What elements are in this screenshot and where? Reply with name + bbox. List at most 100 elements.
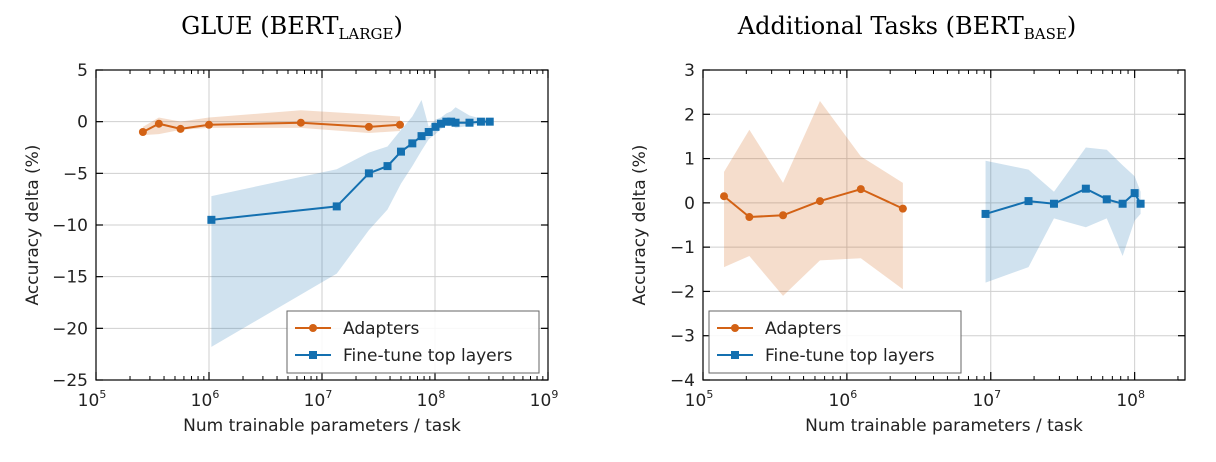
legend-label-finetune: Fine-tune top layers (343, 346, 513, 366)
y-tick-label: −10 (52, 216, 88, 236)
data-point-finetune (451, 118, 460, 127)
data-point-adapters (364, 122, 373, 131)
x-tick-exponent: 8 (1138, 388, 1145, 401)
data-point-adapters (745, 213, 754, 222)
x-tick-label: 109 (530, 388, 559, 411)
series-band-adapters (724, 101, 903, 296)
data-point-finetune (1081, 184, 1090, 193)
data-point-finetune (396, 147, 405, 156)
data-point-finetune (981, 209, 990, 218)
y-tick-label: −25 (52, 371, 88, 391)
series-band-finetune (211, 99, 490, 347)
data-point-adapters (176, 124, 185, 133)
data-point-adapters (720, 192, 729, 201)
data-point-finetune (476, 117, 485, 126)
x-tick-exponent: 9 (551, 388, 558, 401)
x-tick-base: 10 (972, 391, 994, 411)
x-axis-label: Num trainable parameters / task (183, 416, 461, 436)
y-tick-label: 5 (77, 61, 88, 81)
x-tick-base: 10 (78, 391, 100, 411)
y-axis-label: Accuracy delta (%) (630, 145, 650, 306)
data-point-finetune (383, 162, 392, 171)
x-tick-label: 105 (685, 388, 714, 411)
chart-title-main: Additional Tasks (BERT (737, 12, 1024, 40)
data-point-finetune (1049, 199, 1058, 208)
data-point-finetune (424, 128, 433, 136)
y-tick-label: 2 (684, 105, 695, 125)
data-point-adapters (815, 197, 824, 206)
x-tick-base: 10 (829, 391, 851, 411)
data-point-finetune (408, 139, 417, 148)
data-point-adapters (138, 128, 147, 136)
y-tick-label: −4 (670, 371, 695, 391)
x-tick-base: 10 (304, 391, 326, 411)
data-point-finetune (436, 119, 445, 128)
legend-label-finetune: Fine-tune top layers (765, 346, 935, 366)
data-point-finetune (1118, 199, 1127, 208)
data-point-finetune (364, 169, 373, 178)
chart-title: Additional Tasks (BERTBASE) (737, 12, 1076, 43)
x-tick-exponent: 5 (99, 388, 106, 401)
x-tick-base: 10 (191, 391, 213, 411)
x-tick-label: 107 (304, 388, 333, 411)
x-tick-base: 10 (417, 391, 439, 411)
data-point-finetune (447, 117, 456, 126)
x-axis-label: Num trainable parameters / task (805, 416, 1083, 436)
x-tick-exponent: 5 (706, 388, 713, 401)
legend-marker-finetune (309, 351, 317, 359)
data-point-adapters (898, 204, 907, 213)
chart-title-main: GLUE (BERT (181, 12, 338, 40)
data-point-adapters (296, 118, 305, 127)
x-tick-exponent: 7 (325, 388, 332, 401)
legend-box (286, 310, 540, 374)
x-tick-label: 108 (417, 388, 446, 411)
x-tick-label: 107 (972, 388, 1001, 411)
data-point-finetune (1130, 189, 1139, 198)
y-tick-label: −1 (670, 238, 695, 258)
x-tick-label: 106 (191, 388, 220, 411)
chart-title-subscript: LARGE (338, 25, 393, 43)
series-line-adapters (723, 188, 904, 219)
chart-title: GLUE (BERTLARGE) (181, 12, 403, 43)
y-tick-label: −3 (670, 327, 695, 347)
x-tick-exponent: 6 (850, 388, 857, 401)
data-point-finetune (417, 132, 426, 141)
legend-marker-adapters (309, 324, 317, 332)
data-point-finetune (207, 215, 216, 224)
data-point-finetune (1136, 199, 1145, 208)
legend-marker-finetune (731, 351, 739, 359)
x-tick-exponent: 7 (994, 388, 1001, 401)
data-point-finetune (332, 202, 341, 211)
x-tick-label: 106 (829, 388, 858, 411)
y-tick-label: 0 (684, 194, 695, 214)
y-tick-label: 0 (77, 113, 88, 133)
data-point-adapters (154, 119, 163, 128)
data-point-adapters (856, 185, 865, 194)
legend-marker-adapters (731, 324, 739, 332)
y-tick-label: −15 (52, 268, 88, 288)
chart-title-subscript: BASE (1024, 25, 1067, 43)
legend-label-adapters: Adapters (343, 319, 419, 339)
x-tick-base: 10 (685, 391, 707, 411)
data-point-adapters (779, 211, 788, 220)
data-point-finetune (431, 122, 440, 131)
data-point-finetune (485, 117, 494, 126)
data-point-finetune (465, 118, 474, 127)
x-tick-exponent: 6 (212, 388, 219, 401)
x-tick-label: 108 (1116, 388, 1145, 411)
x-tick-base: 10 (530, 391, 552, 411)
y-axis-label: Accuracy delta (%) (23, 145, 43, 306)
chart-title-end: ) (394, 12, 403, 40)
data-point-finetune (1102, 195, 1111, 204)
plot-frame (702, 69, 1186, 381)
x-tick-exponent: 8 (438, 388, 445, 401)
legend-label-adapters: Adapters (765, 319, 841, 339)
data-point-finetune (442, 117, 451, 126)
y-tick-label: −20 (52, 319, 88, 339)
x-tick-base: 10 (1116, 391, 1138, 411)
y-tick-label: 1 (684, 150, 695, 170)
legend-box (708, 310, 962, 374)
series-band-finetune (985, 147, 1141, 283)
